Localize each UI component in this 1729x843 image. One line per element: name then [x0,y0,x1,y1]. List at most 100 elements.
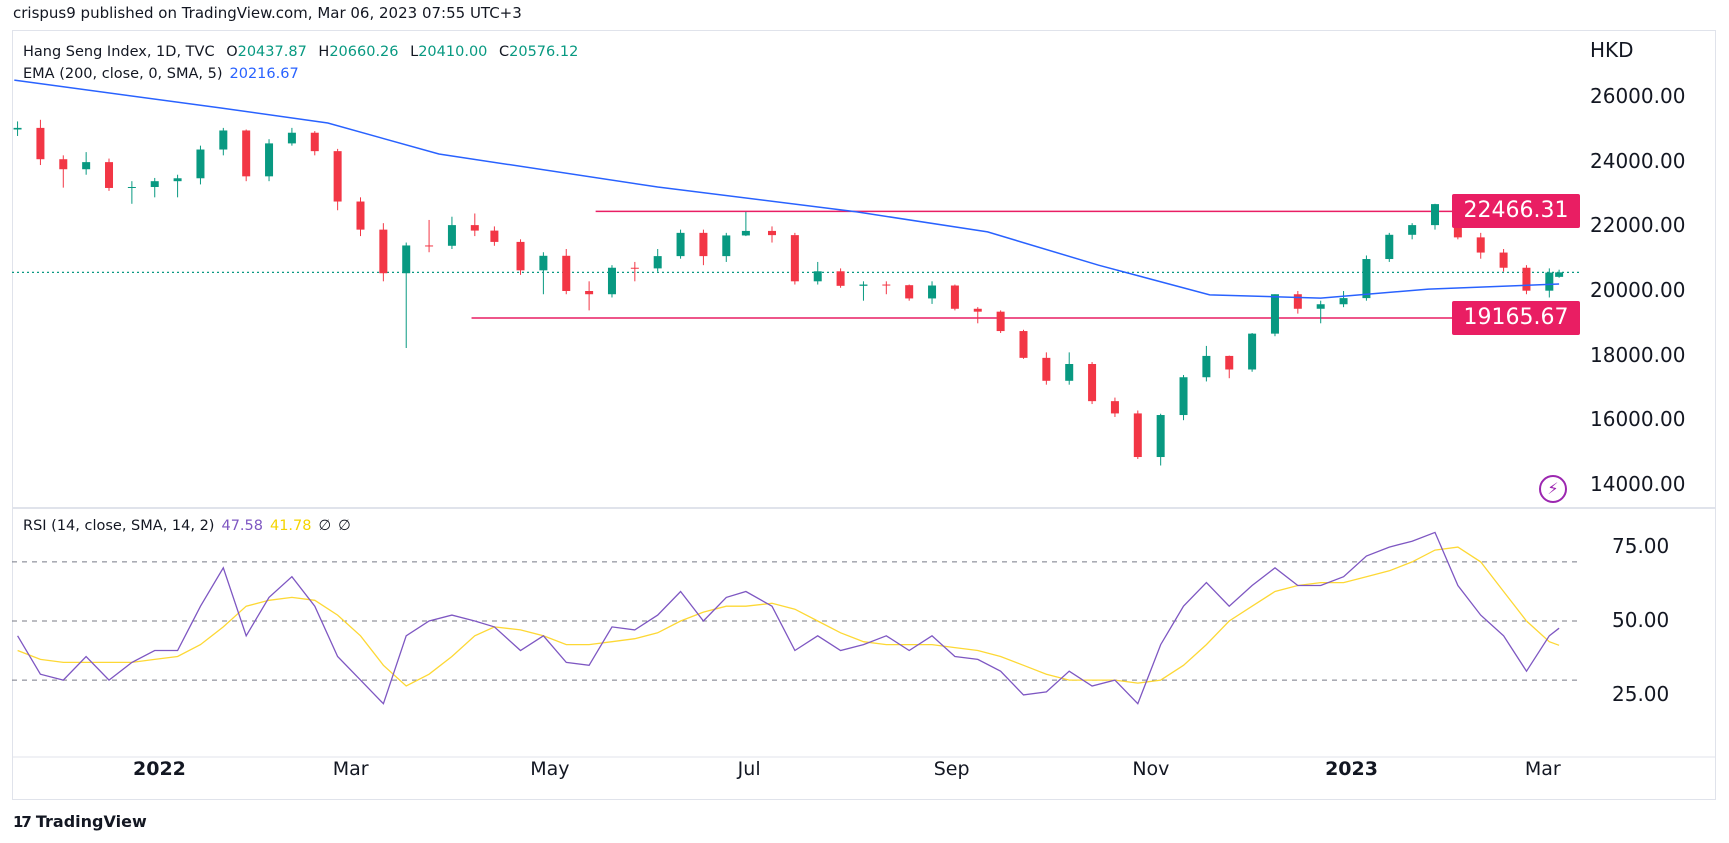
candle [1179,374,1188,421]
time-tick-label: Jul [737,758,761,780]
rsi-value: 47.58 [221,518,263,534]
candle [490,226,499,246]
candle-body [905,285,914,299]
candle [59,155,68,188]
symbol-label: Hang Seng Index, 1D, TVC [23,44,215,60]
rsi-ma-line [17,546,1560,687]
currency-label: HKD [1590,38,1634,62]
candle-body [105,162,114,188]
tradingview-footer[interactable]: 17 TradingView [13,812,147,831]
price-tick-label: 18000.00 [1590,342,1686,367]
candle-body [287,132,296,144]
candle [1385,232,1394,262]
candle [813,261,822,285]
candle-body [516,241,525,271]
candle [1362,255,1371,301]
candle-body [1042,357,1051,381]
candle [973,307,982,324]
time-tick-label: Nov [1132,758,1170,780]
candle [1431,203,1440,230]
candle-body [562,255,571,291]
candle [630,261,639,282]
open-label: O [226,44,238,60]
rsi-tick-label: 25.00 [1612,681,1670,706]
candle-body [676,232,685,257]
level-price-label: 19165.67 [1452,300,1580,335]
candle [447,216,456,250]
candle [516,239,525,275]
candle [82,152,91,175]
close-label: C [499,44,510,60]
candle [219,127,228,156]
rsi-label: RSI (14, close, SMA, 14, 2) [23,518,215,534]
candle-body [1270,294,1279,334]
candle-body [1522,267,1531,291]
candle-body [1179,377,1188,416]
candle [127,181,136,204]
candle [1499,249,1508,272]
candle-body [928,285,937,299]
candle-body [1408,225,1417,235]
candle [1408,223,1417,240]
candle-body [196,149,205,179]
candle [1270,294,1279,337]
candle-body [1385,234,1394,260]
candle-body [82,162,91,170]
rsi-line [17,531,1560,705]
candle-body [630,267,639,269]
candle-body [379,229,388,274]
candle-body [859,284,868,286]
candle-body [333,151,342,202]
candle [905,284,914,301]
candle-body [265,143,274,177]
high-label: H [318,44,330,60]
candle-body [973,308,982,312]
candle-body [36,127,45,160]
time-tick-label: Mar [332,758,369,780]
candle-body [1156,415,1165,458]
time-tick-label: Sep [933,758,970,780]
candle [470,213,479,237]
candle-body [1088,363,1097,402]
open-value: 20437.87 [237,44,307,60]
level-price-label: 22466.31 [1452,194,1580,229]
candle [1248,332,1257,372]
candle-body [356,201,365,230]
candle-body [447,225,456,246]
lightning-icon[interactable]: ⚡ [1539,475,1567,503]
candle [36,119,45,166]
candle [1293,291,1302,314]
candle [1476,232,1485,259]
candle-body [1362,259,1371,299]
candle-body [996,311,1005,332]
price-tick-label: 24000.00 [1590,148,1686,173]
candle [722,232,731,262]
candle-body [1339,298,1348,305]
candle-body [1431,204,1440,226]
candle [676,229,685,259]
ema-value: 20216.67 [229,66,299,82]
candle [1316,300,1325,324]
ema-line [14,79,1560,299]
low-value: 20410.00 [418,44,488,60]
candle-body [699,232,708,257]
candle-body [722,235,731,257]
time-tick-label: 2022 [133,758,186,780]
candle [150,177,159,198]
price-tick-label: 22000.00 [1590,213,1686,238]
time-tick-label: Mar [1524,758,1561,780]
candle [1202,345,1211,382]
candle [607,265,616,298]
candle-body [1555,272,1564,277]
candle [1065,352,1074,385]
low-label: L [410,44,419,60]
ema-label: EMA (200, close, 0, SMA, 5) [23,66,223,82]
candle [928,281,937,304]
candle [699,229,708,266]
rsi-legend: RSI (14, close, SMA, 14, 2) 47.58 41.78 ∅ ∅ [23,518,358,534]
candle [562,249,571,295]
candle-body [470,225,479,231]
candle [585,281,594,311]
candle [379,223,388,282]
